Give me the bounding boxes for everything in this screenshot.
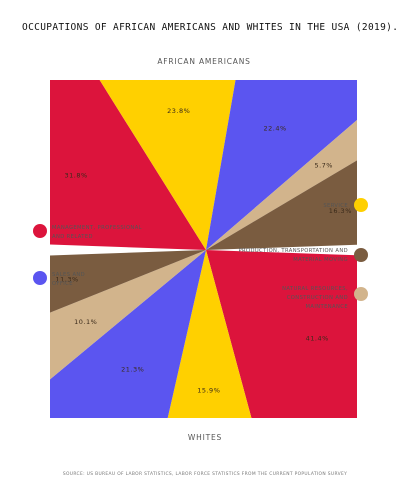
legend-swatch-production-transportation-and-material-moving — [354, 248, 368, 262]
chart-title: OCCUPATIONS OF AFRICAN AMERICANS AND WHI… — [22, 22, 398, 33]
slice-label-african-americans-management-professional-and-related: 31.8% — [65, 171, 88, 179]
slice-label-whites-service: 15.9% — [197, 386, 220, 394]
source-note: SOURCE: US BUREAU OF LABOR STATISTICS, L… — [63, 471, 347, 477]
slices-layer — [0, 10, 410, 490]
legend-swatch-management-professional-and-related — [33, 224, 47, 238]
series-label-whites: WHITES — [188, 433, 222, 442]
slice-label-whites-sales-and-office: 21.3% — [121, 366, 144, 374]
slice-label-african-americans-natural-resources-construction-and-maintenance: 5.7% — [314, 162, 333, 170]
slice-label-african-americans-sales-and-office: 22.4% — [264, 125, 287, 133]
series-label-african-americans: AFRICAN AMERICANS — [157, 57, 250, 66]
legend-swatch-sales-and-office — [33, 271, 47, 285]
slice-label-whites-management-professional-and-related: 41.4% — [306, 335, 329, 343]
slice-label-african-americans-service: 23.8% — [167, 107, 190, 115]
slice-label-whites-natural-resources-construction-and-maintenance: 10.1% — [74, 318, 97, 326]
legend-swatch-service — [354, 198, 368, 212]
legend-swatch-natural-resources-construction-and-maintenance — [354, 287, 368, 301]
legend-label-service: SERVICE — [323, 203, 348, 209]
